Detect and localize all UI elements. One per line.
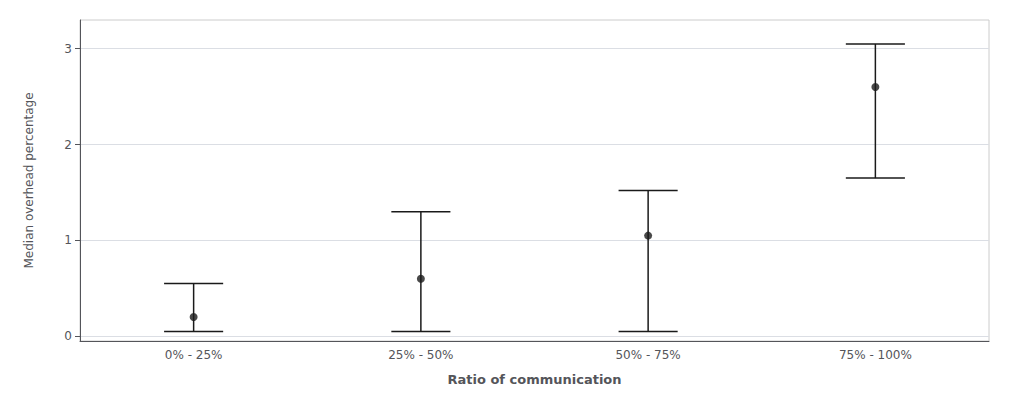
svg-text:50% - 75%: 50% - 75% [615, 348, 680, 362]
svg-text:2: 2 [64, 138, 72, 152]
svg-text:Median overhead percentage: Median overhead percentage [22, 92, 36, 268]
svg-text:25% - 50%: 25% - 50% [388, 348, 453, 362]
svg-text:Ratio of communication: Ratio of communication [447, 372, 621, 387]
svg-text:0: 0 [64, 329, 72, 343]
svg-text:0% - 25%: 0% - 25% [165, 348, 223, 362]
svg-text:75% - 100%: 75% - 100% [839, 348, 912, 362]
svg-text:1: 1 [64, 233, 72, 247]
svg-text:3: 3 [64, 42, 72, 56]
